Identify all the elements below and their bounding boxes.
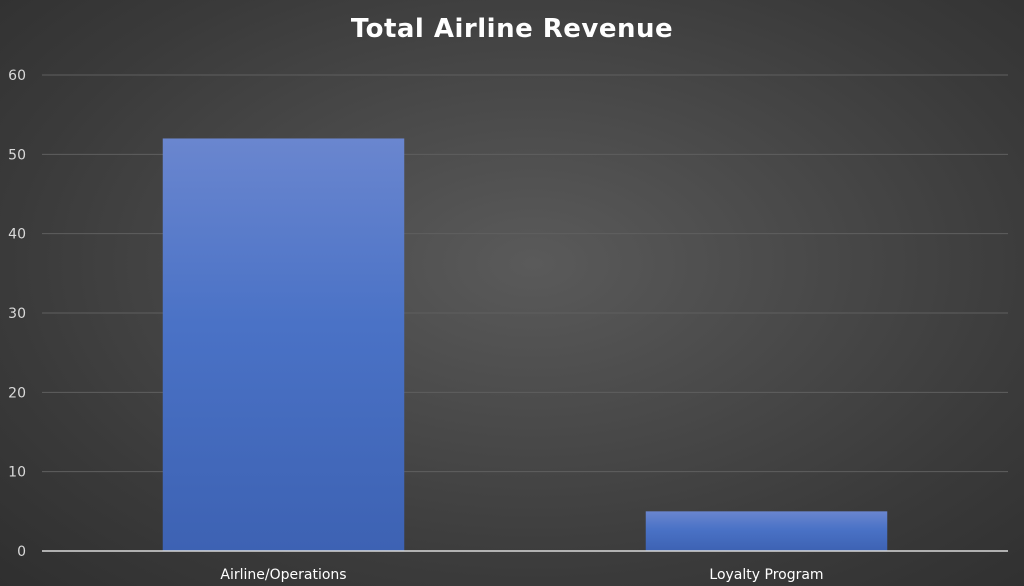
y-tick-label: 30 <box>8 306 26 322</box>
bar <box>162 138 405 551</box>
y-tick-label: 0 <box>17 544 26 560</box>
y-tick-label: 10 <box>8 465 26 481</box>
bars <box>162 138 888 551</box>
y-axis-tick-labels: 0 10 20 30 40 50 60 <box>8 68 26 560</box>
x-axis-category-labels: Airline/Operations Loyalty Program <box>220 567 823 583</box>
x-category-label: Loyalty Program <box>709 567 823 583</box>
y-tick-label: 40 <box>8 227 26 243</box>
x-category-label: Airline/Operations <box>220 567 346 583</box>
chart-title: Total Airline Revenue <box>350 14 674 44</box>
y-tick-label: 20 <box>8 385 26 401</box>
y-tick-label: 60 <box>8 68 26 84</box>
bar <box>645 511 888 551</box>
y-tick-label: 50 <box>8 147 26 163</box>
